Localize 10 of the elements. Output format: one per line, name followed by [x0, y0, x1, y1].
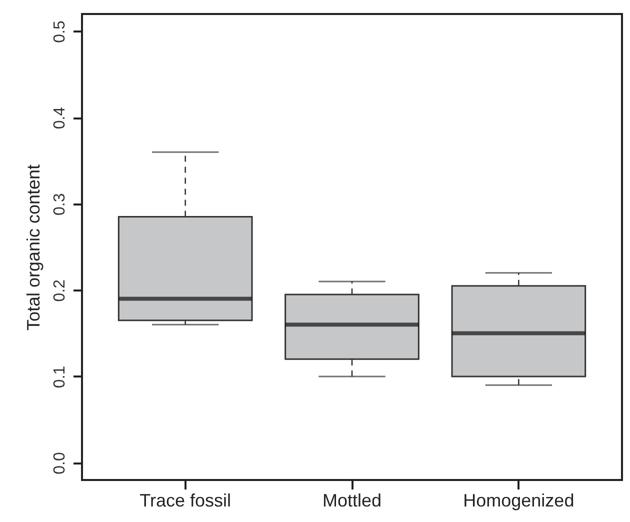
y-tick-label: 0.2 [52, 279, 68, 302]
y-tick-label: 0.3 [52, 193, 68, 216]
y-tick-label: 0.0 [52, 452, 68, 474]
y-tick-label: 0.4 [52, 106, 68, 130]
y-axis-title: Total organic content [24, 164, 44, 331]
y-tick-label: 0.1 [52, 366, 68, 388]
x-tick-label: Homogenized [463, 490, 574, 510]
x-tick-label: Trace fossil [140, 490, 232, 510]
y-tick-label: 0.5 [52, 20, 68, 43]
x-tick-label: Mottled [322, 490, 382, 510]
